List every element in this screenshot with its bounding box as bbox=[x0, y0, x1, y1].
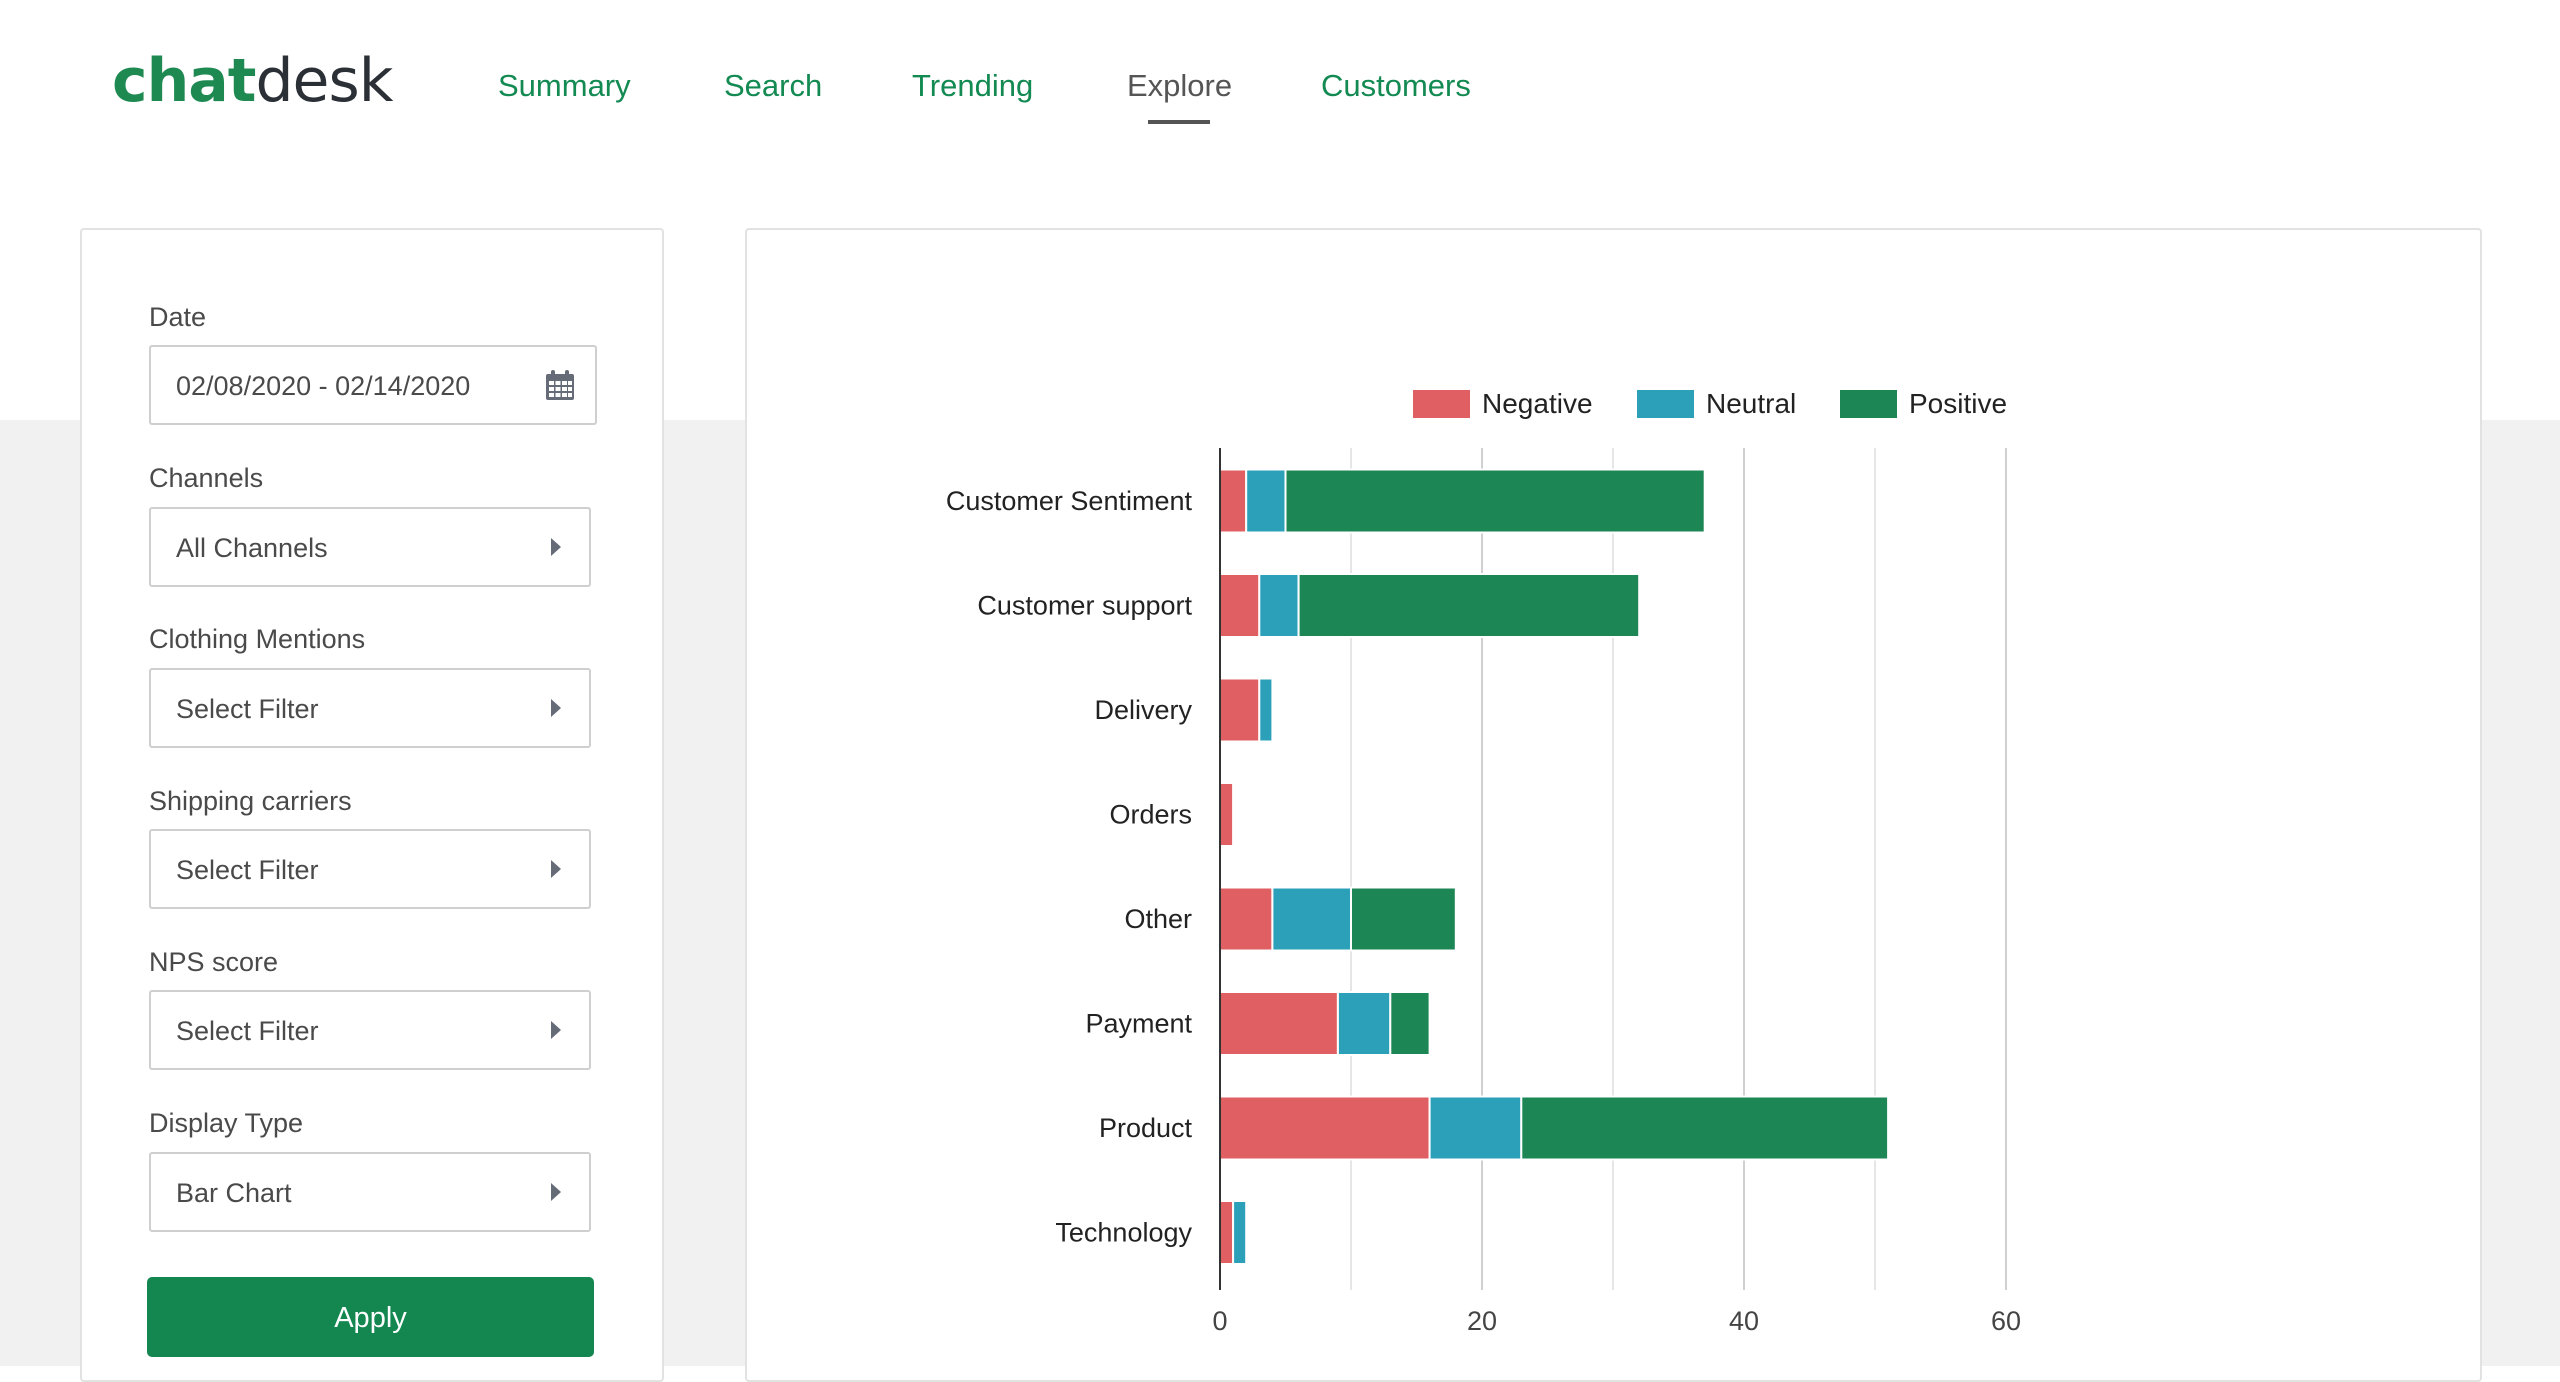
legend-swatch-positive bbox=[1840, 390, 1897, 418]
bar-segment-negative[interactable] bbox=[1219, 1200, 1235, 1265]
clothing-mentions-select[interactable]: Select Filter bbox=[149, 668, 591, 748]
caret-right-icon bbox=[551, 538, 561, 556]
bar-segment-positive[interactable] bbox=[1389, 991, 1431, 1056]
nav-summary[interactable]: Summary bbox=[498, 68, 631, 103]
nav-customers[interactable]: Customers bbox=[1321, 68, 1471, 103]
bar-segment-positive[interactable] bbox=[1350, 886, 1457, 952]
category-label: Customer support bbox=[977, 591, 1192, 621]
logo-desk: desk bbox=[255, 46, 393, 116]
bar-segment-positive[interactable] bbox=[1520, 1095, 1890, 1161]
display-type-label: Display Type bbox=[149, 1108, 304, 1138]
caret-right-icon bbox=[551, 1183, 561, 1201]
nps-score-label: NPS score bbox=[149, 947, 279, 977]
category-label: Customer Sentiment bbox=[946, 486, 1193, 516]
category-label: Product bbox=[1099, 1113, 1193, 1143]
bar-segment-neutral[interactable] bbox=[1271, 886, 1353, 952]
date-range-input[interactable]: 02/08/2020 - 02/14/2020 bbox=[149, 345, 597, 425]
shipping-carriers-label: Shipping carriers bbox=[149, 786, 352, 816]
calendar-icon[interactable] bbox=[545, 369, 575, 401]
clothing-mentions-value: Select Filter bbox=[176, 694, 319, 724]
x-tick-label: 0 bbox=[1212, 1306, 1227, 1336]
category-label: Technology bbox=[1055, 1218, 1192, 1248]
channels-select[interactable]: All Channels bbox=[149, 507, 591, 587]
display-type-value: Bar Chart bbox=[176, 1178, 292, 1208]
nav-explore[interactable]: Explore bbox=[1127, 68, 1233, 103]
bar-segment-positive[interactable] bbox=[1297, 573, 1641, 638]
chatdesk-logo[interactable]: chatdesk bbox=[112, 46, 393, 116]
legend-neutral[interactable]: Neutral bbox=[1637, 388, 1797, 419]
bar-segment-negative[interactable] bbox=[1219, 468, 1248, 534]
x-tick-label: 20 bbox=[1467, 1306, 1497, 1336]
category-label: Other bbox=[1124, 904, 1192, 934]
bar-segment-neutral[interactable] bbox=[1245, 468, 1287, 534]
x-tick-label: 60 bbox=[1991, 1306, 2021, 1336]
bar-segment-negative[interactable] bbox=[1219, 991, 1339, 1056]
clothing-mentions-label: Clothing Mentions bbox=[149, 624, 366, 654]
nps-score-select[interactable]: Select Filter bbox=[149, 990, 591, 1070]
nav-search[interactable]: Search bbox=[724, 68, 823, 103]
bar-segment-neutral[interactable] bbox=[1232, 1200, 1248, 1265]
bar-segment-neutral[interactable] bbox=[1428, 1095, 1523, 1161]
bar-segment-negative[interactable] bbox=[1219, 677, 1261, 743]
legend-positive[interactable]: Positive bbox=[1840, 388, 2008, 419]
date-label: Date bbox=[149, 302, 207, 332]
legend-negative[interactable]: Negative bbox=[1413, 388, 1593, 419]
display-type-select[interactable]: Bar Chart bbox=[149, 1152, 591, 1232]
caret-right-icon bbox=[551, 1021, 561, 1039]
bar-segment-neutral[interactable] bbox=[1258, 573, 1300, 638]
shipping-carriers-select[interactable]: Select Filter bbox=[149, 829, 591, 909]
bar-segment-negative[interactable] bbox=[1219, 886, 1274, 952]
bar-segment-negative[interactable] bbox=[1219, 573, 1261, 638]
legend-label-negative: Negative bbox=[1482, 388, 1593, 419]
category-label: Payment bbox=[1085, 1009, 1192, 1039]
category-label: Delivery bbox=[1094, 695, 1192, 725]
channels-value: All Channels bbox=[176, 533, 328, 563]
legend-label-neutral: Neutral bbox=[1706, 388, 1797, 419]
x-tick-label: 40 bbox=[1729, 1306, 1759, 1336]
bar-segment-negative[interactable] bbox=[1219, 1095, 1431, 1161]
legend-swatch-neutral bbox=[1637, 390, 1694, 418]
logo-chat: chat bbox=[112, 46, 256, 116]
apply-button[interactable]: Apply bbox=[147, 1277, 594, 1357]
shipping-carriers-value: Select Filter bbox=[176, 855, 319, 885]
nav-trending[interactable]: Trending bbox=[912, 68, 1034, 103]
date-range-value: 02/08/2020 - 02/14/2020 bbox=[176, 371, 471, 401]
nps-score-value: Select Filter bbox=[176, 1016, 319, 1046]
legend-label-positive: Positive bbox=[1909, 388, 2008, 419]
bar-segment-negative[interactable] bbox=[1219, 782, 1235, 847]
bar-segment-neutral[interactable] bbox=[1336, 991, 1392, 1056]
legend-swatch-negative bbox=[1413, 390, 1470, 418]
bar-segment-neutral[interactable] bbox=[1258, 677, 1274, 743]
active-tab-indicator bbox=[1148, 120, 1210, 124]
bar-segment-positive[interactable] bbox=[1284, 468, 1706, 534]
channels-label: Channels bbox=[149, 463, 264, 493]
caret-right-icon bbox=[551, 860, 561, 878]
category-label: Orders bbox=[1109, 800, 1192, 830]
caret-right-icon bbox=[551, 699, 561, 717]
